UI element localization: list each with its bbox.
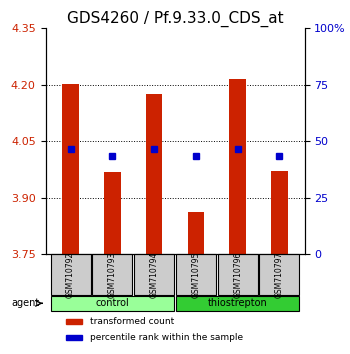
Bar xyxy=(66,319,82,324)
Bar xyxy=(62,84,79,255)
Bar xyxy=(146,94,162,255)
FancyBboxPatch shape xyxy=(176,296,300,311)
Text: control: control xyxy=(96,298,129,308)
Text: agent: agent xyxy=(11,298,39,308)
Title: GDS4260 / Pf.9.33.0_CDS_at: GDS4260 / Pf.9.33.0_CDS_at xyxy=(67,11,283,27)
FancyBboxPatch shape xyxy=(92,255,132,295)
Text: GSM710792: GSM710792 xyxy=(66,252,75,298)
FancyBboxPatch shape xyxy=(218,255,258,295)
FancyBboxPatch shape xyxy=(50,255,91,295)
FancyBboxPatch shape xyxy=(134,255,174,295)
FancyBboxPatch shape xyxy=(50,296,174,311)
Text: GSM710794: GSM710794 xyxy=(149,252,159,298)
Text: GSM710793: GSM710793 xyxy=(108,252,117,298)
Bar xyxy=(66,335,82,341)
Bar xyxy=(271,171,288,255)
Text: GSM710795: GSM710795 xyxy=(191,252,201,298)
Text: thiostrepton: thiostrepton xyxy=(208,298,267,308)
Bar xyxy=(104,172,121,255)
Text: percentile rank within the sample: percentile rank within the sample xyxy=(90,333,243,342)
Text: GSM710796: GSM710796 xyxy=(233,252,242,298)
FancyBboxPatch shape xyxy=(176,255,216,295)
FancyBboxPatch shape xyxy=(259,255,300,295)
Text: GSM710797: GSM710797 xyxy=(275,252,284,298)
Text: transformed count: transformed count xyxy=(90,316,174,326)
Bar xyxy=(188,212,204,255)
Bar xyxy=(229,79,246,255)
